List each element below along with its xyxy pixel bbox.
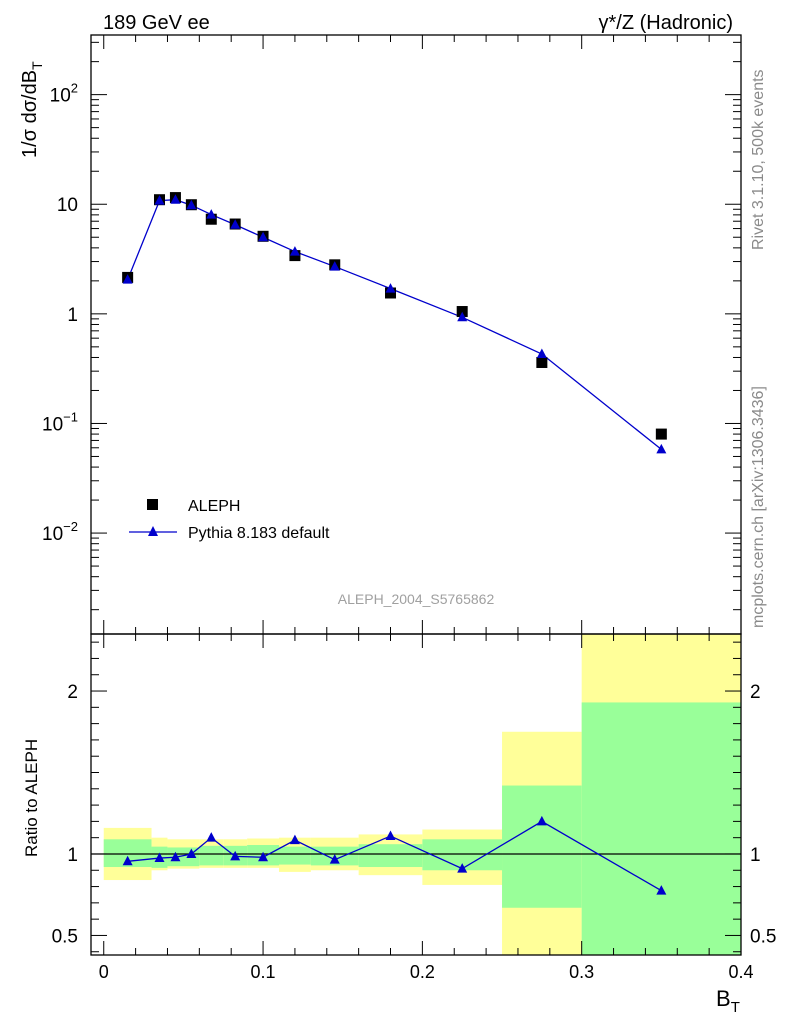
ytick-base: 10: [50, 86, 71, 107]
ratio-ytick-label-left: 2: [67, 682, 78, 703]
ratio-ytick-label-right: 0.5: [750, 926, 776, 947]
data-point: [385, 287, 397, 299]
mc-point: [656, 443, 667, 454]
ratio-x-label-sub: T: [731, 999, 740, 1016]
band-inner: [199, 845, 224, 866]
mc-point: [329, 261, 340, 271]
process-title-symbol: γ*/Z: [599, 12, 635, 34]
ratio-ytick-label-right: 2: [750, 682, 761, 703]
process-title-text: (Hadronic): [634, 12, 733, 34]
ratio-series: [91, 815, 741, 895]
main-ytick-label: 102: [50, 81, 78, 107]
ratio-x-label: BT: [716, 986, 740, 1016]
ratio-point: [289, 834, 300, 845]
main-y-label-text: 1/σ dσ/dB: [19, 70, 41, 158]
ratio-point: [186, 848, 197, 858]
x-tick-label: 0.1: [251, 962, 276, 982]
ratio-x-label-text: B: [716, 986, 731, 1011]
mc-point: [154, 195, 165, 205]
rivet-info: Rivet 3.1.10, 500k events: [750, 69, 767, 250]
ytick-exp: −1: [63, 409, 78, 424]
band-inner: [358, 844, 423, 868]
data-point: [289, 250, 301, 262]
ratio-point: [329, 854, 340, 864]
ratio-point: [385, 830, 396, 841]
main-ytick-label: 1: [67, 305, 78, 326]
ratio-frame: [90, 633, 742, 956]
ratio-ytick-label-left: 0.5: [52, 926, 78, 947]
legend: ALEPH Pythia 8.183 default: [129, 498, 330, 542]
analysis-id: ALEPH_2004_S5765862: [338, 591, 495, 607]
mc-point: [186, 199, 197, 210]
mc-point: [385, 283, 396, 293]
ratio-point: [154, 852, 165, 863]
ytick-base: 10: [42, 524, 63, 545]
mcplots-info: mcplots.cern.ch [arXiv:1306.3436]: [750, 386, 767, 628]
mc-point: [170, 194, 181, 204]
mc-point: [536, 348, 547, 359]
legend-mc-label: Pythia 8.183 default: [188, 525, 330, 542]
main-ytick-label: 10: [57, 195, 78, 216]
x-tick-label: 0.3: [569, 962, 594, 982]
band-inner: [502, 785, 582, 908]
mc-point: [289, 246, 300, 256]
ratio-bands: [103, 634, 741, 955]
ratio-point: [258, 851, 269, 862]
main-ytick-label: 10−2: [42, 519, 78, 545]
data-point: [205, 213, 217, 225]
ytick-base: 10: [42, 414, 63, 435]
ratio-point: [536, 815, 547, 826]
data-point: [536, 356, 548, 368]
mc-point: [457, 311, 468, 322]
band-inner: [581, 702, 741, 955]
ratio-y-label: Ratio to ALEPH: [22, 739, 41, 857]
ytick-exp: −2: [63, 519, 78, 534]
main-series: [122, 192, 667, 454]
x-tick-label: 0.4: [728, 962, 753, 982]
process-title: γ*/Z (Hadronic): [599, 12, 733, 34]
data-point: [655, 428, 667, 440]
legend-mc-marker: [148, 526, 158, 536]
ytick-base: 10: [57, 195, 78, 216]
x-tick-label: 0.2: [410, 962, 435, 982]
ratio-point: [122, 855, 133, 866]
ratio-point: [457, 863, 468, 873]
ratio-point: [170, 851, 181, 862]
main-y-label-sub: T: [29, 61, 45, 70]
ratio-ytick-label-right: 1: [750, 845, 761, 866]
ratio-point: [656, 885, 667, 895]
main-frame: [90, 34, 742, 635]
mc-point: [206, 209, 217, 219]
ratio-ytick-label-left: 1: [67, 845, 78, 866]
ratio-point: [206, 832, 217, 842]
mc-point: [122, 274, 133, 284]
main-ytick-label: 10−1: [42, 409, 78, 435]
band-inner: [278, 846, 311, 865]
ratio-point: [230, 850, 241, 861]
ytick-base: 1: [67, 305, 78, 326]
legend-data-marker: [147, 499, 158, 510]
main-y-label: 1/σ dσ/dBT: [19, 61, 45, 158]
mc-line: [127, 199, 662, 450]
energy-title: 189 GeV ee: [103, 12, 210, 34]
legend-data-label: ALEPH: [188, 498, 240, 515]
x-tick-label: 0: [99, 962, 109, 982]
mc-point: [258, 231, 269, 242]
ytick-exp: 2: [71, 81, 78, 96]
data-point: [456, 306, 468, 318]
mc-point: [230, 219, 241, 229]
